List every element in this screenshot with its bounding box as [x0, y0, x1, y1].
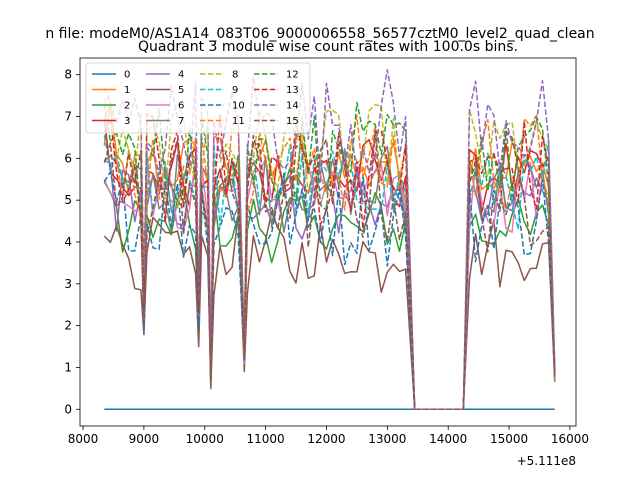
- x-tick-label: 10000: [186, 432, 224, 446]
- legend-label-12: 12: [286, 70, 299, 81]
- x-tick-label: 15000: [490, 432, 528, 446]
- x-tick-label: 13000: [368, 432, 406, 446]
- x-tick-label: 9000: [129, 432, 160, 446]
- series-line-10: [103, 171, 556, 411]
- legend-label-14: 14: [286, 101, 299, 112]
- x-tick-label: 11000: [247, 432, 285, 446]
- legend-label-4: 4: [178, 70, 184, 81]
- legend-label-3: 3: [124, 116, 130, 127]
- legend-label-15: 15: [286, 116, 299, 127]
- series-line-15: [103, 130, 556, 411]
- x-tick-label: 16000: [551, 432, 589, 446]
- legend-label-1: 1: [124, 85, 130, 96]
- figure-suptitle: n file: modeM0/AS1A14_083T06_9000006558_…: [45, 26, 594, 42]
- y-tick-label: 5: [64, 193, 72, 207]
- series-line-12: [103, 101, 556, 411]
- x-offset-label: +5.111e8: [517, 454, 576, 468]
- series-line-5: [103, 211, 556, 411]
- y-tick-label: 4: [64, 235, 72, 249]
- y-tick-label: 3: [64, 277, 72, 291]
- y-tick-label: 1: [64, 360, 72, 374]
- x-tick-label: 14000: [429, 432, 467, 446]
- x-tick-label: 8000: [68, 432, 99, 446]
- legend-label-9: 9: [232, 85, 238, 96]
- chart-title: Quadrant 3 module wise count rates with …: [138, 39, 518, 55]
- y-tick-label: 6: [64, 151, 72, 165]
- y-tick-label: 8: [64, 68, 72, 82]
- legend-label-2: 2: [124, 101, 130, 112]
- legend-label-13: 13: [286, 85, 299, 96]
- legend-label-5: 5: [178, 85, 184, 96]
- legend-label-11: 11: [232, 116, 245, 127]
- legend-label-10: 10: [232, 101, 245, 112]
- legend-label-8: 8: [232, 70, 238, 81]
- legend-label-7: 7: [178, 116, 184, 127]
- legend-label-0: 0: [124, 70, 130, 81]
- y-tick-label: 7: [64, 110, 72, 124]
- legend-frame: [85, 62, 311, 134]
- series-line-11: [103, 104, 556, 411]
- series-line-13: [103, 112, 556, 411]
- legend-label-6: 6: [178, 101, 184, 112]
- y-tick-label: 0: [64, 402, 72, 416]
- axes-layer: 8000 9000 10000 11000 12000 13000 14000 15000 16…: [64, 57, 589, 446]
- y-tick-label: 2: [64, 319, 72, 333]
- x-tick-label: 12000: [307, 432, 345, 446]
